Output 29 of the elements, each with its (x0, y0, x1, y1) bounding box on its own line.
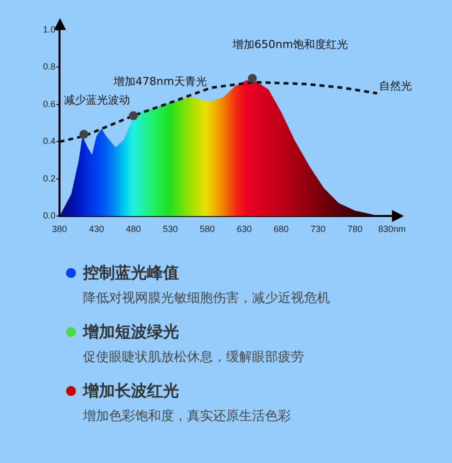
x-tick-label: 480 (126, 224, 141, 234)
point (128, 111, 138, 120)
text: 增加色彩饱和度，真实还原生活色彩 (83, 408, 292, 425)
annotation: 自然光 (379, 80, 412, 93)
x-tick-label: 680 (274, 224, 289, 234)
x-tick-label: 380 (52, 224, 68, 234)
y-tick-label: 0.6 (42, 98, 56, 109)
text: 增加短波绿光 (83, 322, 179, 342)
annotation: 减少蓝光波动 (64, 94, 130, 107)
text: 增加长波红光 (83, 380, 179, 402)
x-tick-label: 630 (236, 224, 252, 234)
y-tick-label: 0.0 (42, 210, 56, 221)
x-tick-label: 530 (162, 224, 178, 234)
text: 降低对视网膜光敏细胞伤害，减少近视危机 (83, 290, 331, 307)
annotation: 增加650nm饱和度红光 (231, 38, 348, 51)
x-tick-label: 730 (310, 224, 326, 234)
y-tick-label: 0.8 (42, 62, 56, 72)
y-tick-label: 0.2 (42, 173, 56, 184)
x-tick-label: 580 (200, 224, 215, 234)
point (248, 74, 257, 83)
text: 促使眼睫状肌放松休息，缓解眼部疲劳 (83, 349, 305, 366)
x-tick-label: 830nm (378, 224, 406, 234)
point (79, 130, 88, 139)
y-tick-label: 1.0 (42, 24, 56, 34)
text: 控制蓝光峰值 (83, 262, 179, 284)
x-tick-label: 430 (88, 224, 104, 234)
x-tick-label: 780 (348, 224, 363, 234)
annotation: 增加478nm天青光 (112, 75, 208, 88)
y-tick-label: 0.4 (42, 136, 56, 146)
